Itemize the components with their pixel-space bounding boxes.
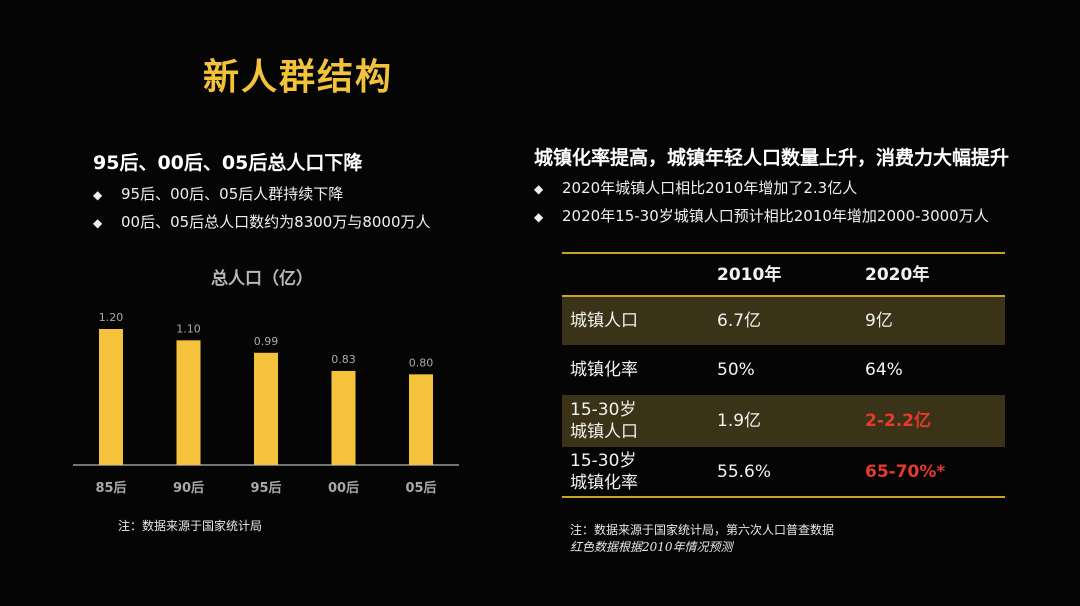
table-row: 城镇人口 6.7亿 9亿 xyxy=(562,295,1005,345)
left-bullet-2: ◆ 00后、05后总人口数约为8300万与8000万人 xyxy=(93,211,431,232)
page-title: 新人群结构 xyxy=(203,57,394,98)
chart-category-label: 95后 xyxy=(250,480,281,496)
urbanization-table: 2010年 2020年 城镇人口 6.7亿 9亿 城镇化率 50% 64% 15… xyxy=(562,252,1005,498)
table-row: 城镇化率 50% 64% xyxy=(562,345,1005,395)
right-prediction-note: 红色数据根据2010年情况预测 xyxy=(570,540,733,554)
chart-category-label: 00后 xyxy=(328,480,359,496)
table-cell-2010: 55.6% xyxy=(717,461,772,482)
table-cell-2010: 1.9亿 xyxy=(717,411,762,431)
right-bullet-1: ◆ 2020年城镇人口相比2010年增加了2.3亿人 xyxy=(534,177,857,198)
right-section-heading: 城镇化率提高，城镇年轻人口数量上升，消费力大幅提升 xyxy=(534,147,1010,169)
diamond-bullet-icon: ◆ xyxy=(534,182,544,196)
table-row-label: 城镇化率 xyxy=(570,360,638,380)
table-cell-2020: 9亿 xyxy=(865,311,893,331)
left-bullet-1: ◆ 95后、00后、05后人群持续下降 xyxy=(93,183,343,204)
chart-bar xyxy=(409,374,433,465)
chart-category-label: 85后 xyxy=(95,480,126,496)
right-bullet-text: 2020年15-30岁城镇人口预计相比2010年增加2000-3000万人 xyxy=(562,207,989,225)
chart-data-label: 0.99 xyxy=(254,335,279,348)
left-bullet-text: 95后、00后、05后人群持续下降 xyxy=(121,185,344,203)
table-header-row: 2010年 2020年 xyxy=(562,252,1005,295)
chart-bar xyxy=(254,352,278,465)
chart-data-label: 1.10 xyxy=(176,322,201,335)
table-cell-2010: 6.7亿 xyxy=(717,311,762,331)
diamond-bullet-icon: ◆ xyxy=(93,188,103,202)
diamond-bullet-icon: ◆ xyxy=(93,216,103,230)
table-row-label: 15-30岁 城镇化率 xyxy=(570,450,638,494)
chart-data-label: 1.20 xyxy=(99,311,124,324)
table-row-label-line2: 城镇化率 xyxy=(570,472,638,493)
chart-title: 总人口（亿） xyxy=(211,268,313,289)
table-row: 15-30岁 城镇化率 55.6% 65-70%* xyxy=(562,447,1005,498)
left-source-note: 注：数据来源于国家统计局 xyxy=(118,519,263,533)
chart-data-label: 0.80 xyxy=(409,356,434,369)
table-header-cell: 2010年 xyxy=(717,264,782,285)
chart-category-label: 05后 xyxy=(405,480,436,496)
table-row: 15-30岁 城镇人口 1.9亿 2-2.2亿 xyxy=(562,395,1005,447)
table-row-label-line2: 城镇人口 xyxy=(570,422,638,442)
table-cell-2010: 50% xyxy=(717,360,755,380)
table-cell-2020-projected: 65-70%* xyxy=(865,461,946,482)
right-source-note: 注：数据来源于国家统计局，第六次人口普查数据 xyxy=(570,523,835,537)
table-cell-2020-projected: 2-2.2亿 xyxy=(865,411,931,431)
table-cell-2020: 64% xyxy=(865,360,903,380)
table-row-label: 15-30岁 城镇人口 xyxy=(570,399,638,443)
chart-data-label: 0.83 xyxy=(331,353,356,366)
table-header-cell: 2020年 xyxy=(865,264,930,285)
chart-bar xyxy=(331,370,356,465)
chart-bar xyxy=(176,340,201,465)
chart-category-label: 90后 xyxy=(173,480,204,496)
table-row-label: 城镇人口 xyxy=(570,311,638,331)
table-row-label-line1: 15-30岁 xyxy=(570,400,637,420)
diamond-bullet-icon: ◆ xyxy=(534,210,544,224)
right-bullet-2: ◆ 2020年15-30岁城镇人口预计相比2010年增加2000-3000万人 xyxy=(534,205,989,226)
left-bullet-text: 00后、05后总人口数约为8300万与8000万人 xyxy=(121,213,431,231)
right-bullet-text: 2020年城镇人口相比2010年增加了2.3亿人 xyxy=(562,179,858,197)
chart-bars: 1.20 85后 1.10 90后 0.99 95后 0.83 00后 0.80 05后 xyxy=(95,311,436,496)
chart-bar xyxy=(99,329,123,465)
left-section-heading: 95后、00后、05后总人口下降 xyxy=(93,152,363,174)
table-row-label-line1: 15-30岁 xyxy=(570,450,637,471)
